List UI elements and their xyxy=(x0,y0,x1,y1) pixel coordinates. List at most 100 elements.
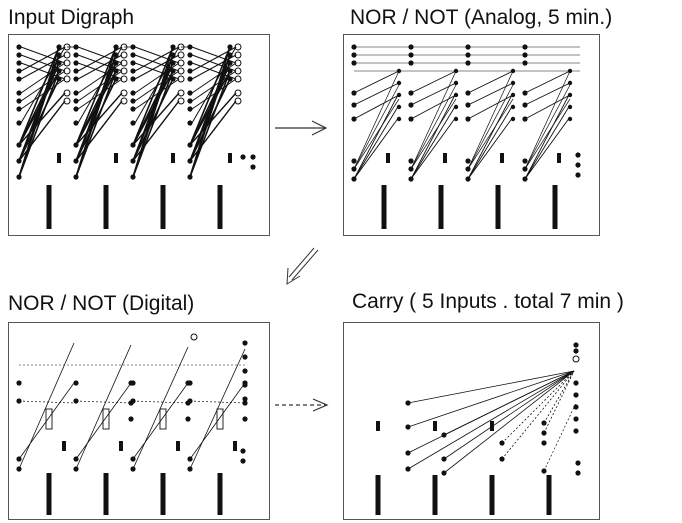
edge xyxy=(467,70,514,170)
node xyxy=(408,44,414,50)
edge xyxy=(134,70,180,102)
edge xyxy=(189,400,246,404)
node xyxy=(522,60,528,66)
node xyxy=(250,154,256,160)
node xyxy=(16,98,22,104)
node xyxy=(573,392,579,398)
edge xyxy=(410,94,457,120)
edge xyxy=(132,382,189,460)
node xyxy=(396,104,402,110)
mark xyxy=(557,153,561,163)
mark xyxy=(114,153,118,163)
gate-block xyxy=(159,408,167,430)
node xyxy=(575,460,581,466)
edge xyxy=(410,104,457,180)
mark xyxy=(62,441,66,451)
graph-input-digraph xyxy=(16,43,256,229)
edge xyxy=(467,82,514,106)
edge xyxy=(407,370,575,428)
edge xyxy=(524,98,571,170)
input-column xyxy=(375,475,381,515)
arrow-analog-to-digital xyxy=(286,247,319,285)
edge xyxy=(524,104,571,180)
edge xyxy=(132,78,174,162)
node xyxy=(16,52,22,58)
edge xyxy=(77,70,123,102)
edge xyxy=(75,92,123,146)
edge xyxy=(353,94,400,120)
node-open xyxy=(63,97,71,105)
node xyxy=(185,416,191,422)
edge xyxy=(501,370,575,460)
edge xyxy=(524,94,571,120)
node xyxy=(130,380,136,386)
edge xyxy=(132,70,174,146)
node xyxy=(465,52,471,58)
node xyxy=(408,158,414,164)
edge xyxy=(353,82,400,106)
edge xyxy=(20,46,66,124)
node xyxy=(16,380,22,386)
node xyxy=(573,380,579,386)
node xyxy=(240,448,246,454)
node-open xyxy=(234,89,242,97)
edge xyxy=(189,62,231,162)
node xyxy=(187,76,193,82)
node xyxy=(130,90,136,96)
edge xyxy=(501,370,575,444)
edge xyxy=(18,54,60,178)
node xyxy=(242,340,248,346)
input-column xyxy=(46,473,52,515)
node-open xyxy=(120,89,128,97)
edge xyxy=(75,78,117,162)
edge xyxy=(75,54,117,178)
node xyxy=(408,60,414,66)
input-column xyxy=(217,473,223,515)
node xyxy=(465,60,471,66)
edge xyxy=(18,78,60,162)
mark xyxy=(228,153,232,163)
arrow-digital-to-carry xyxy=(275,398,329,412)
edge xyxy=(443,370,575,474)
mark xyxy=(386,153,390,163)
edge xyxy=(75,382,132,460)
node xyxy=(351,90,357,96)
edge xyxy=(467,116,514,180)
edge xyxy=(353,98,400,170)
edge xyxy=(189,70,231,146)
edge xyxy=(353,116,400,180)
node xyxy=(73,52,79,58)
edge xyxy=(75,62,117,162)
edge xyxy=(77,78,123,110)
node xyxy=(187,98,193,104)
node xyxy=(510,104,516,110)
edge xyxy=(524,116,571,180)
node xyxy=(242,416,248,422)
input-column xyxy=(103,473,109,515)
edge xyxy=(191,46,237,124)
node xyxy=(575,162,581,168)
node xyxy=(242,396,248,402)
node xyxy=(242,354,248,360)
node xyxy=(250,164,256,170)
mark xyxy=(176,441,180,451)
edge xyxy=(18,342,75,470)
edge xyxy=(191,78,237,110)
graph-nor-not-analog xyxy=(351,44,581,229)
node xyxy=(73,68,79,74)
node xyxy=(396,92,402,98)
node xyxy=(242,368,248,374)
node xyxy=(453,104,459,110)
node xyxy=(522,52,528,58)
edge xyxy=(524,70,571,170)
node xyxy=(73,90,79,96)
node xyxy=(453,92,459,98)
node xyxy=(242,382,248,388)
node xyxy=(16,68,22,74)
input-column xyxy=(160,473,166,515)
edge xyxy=(18,70,60,146)
edge xyxy=(407,370,575,404)
node xyxy=(16,60,22,66)
mark xyxy=(490,421,494,431)
edge xyxy=(524,82,571,106)
